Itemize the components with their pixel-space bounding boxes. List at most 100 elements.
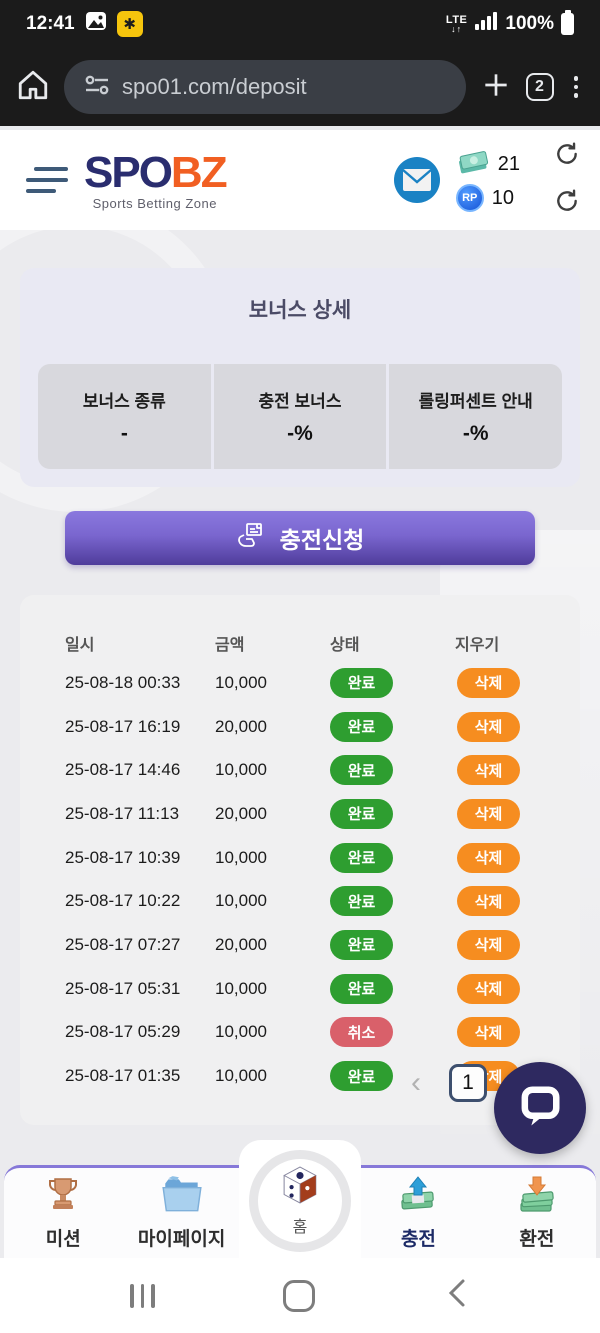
col-status: 상태 [330,637,360,654]
status-badge: 완료 [330,929,393,960]
withdraw-money-icon [515,1175,559,1220]
toolbar-divider [0,126,600,130]
delete-button[interactable]: 삭제 [457,929,520,960]
status-bar: 12:41 ✱ LTE ↓↑ 100% [0,0,600,48]
logo-subtitle: Sports Betting Zone [92,195,217,211]
delete-button[interactable]: 삭제 [457,1017,520,1048]
kb-app-notification-icon: ✱ [116,11,143,37]
row-date: 25-08-17 05:29 [65,1022,181,1042]
tab-switcher-button[interactable]: 2 [525,73,554,101]
table-row: 25-08-17 10:39 10,000 완료 삭제 [20,836,580,880]
row-date: 25-08-17 07:27 [65,934,181,954]
rolling-percent-box: 롤링퍼센트 안내 -% [389,364,563,469]
bonus-type-box: 보너스 종류 - [38,364,211,469]
menu-hamburger-button[interactable] [20,161,74,199]
nav-item-home[interactable]: 홈 [239,1140,362,1258]
table-body: 25-08-18 00:33 10,000 완료 삭제 25-08-17 16:… [20,661,580,1098]
pagination-prev-button[interactable]: ‹ [411,1066,421,1099]
table-row: 25-08-17 05:31 10,000 완료 삭제 [20,967,580,1011]
row-amount: 10,000 [215,760,267,780]
row-amount: 10,000 [215,891,267,911]
delete-button[interactable]: 삭제 [457,755,520,786]
col-date: 일시 [65,637,95,654]
table-row: 25-08-18 00:33 10,000 완료 삭제 [20,661,580,705]
delete-button[interactable]: 삭제 [457,886,520,917]
row-date: 25-08-17 10:22 [65,891,181,911]
row-date: 25-08-17 14:46 [65,760,181,780]
android-home-button[interactable] [283,1279,316,1312]
url-bar[interactable]: spo01.com/deposit [64,60,466,114]
status-badge: 완료 [330,667,393,698]
row-date: 25-08-17 01:35 [65,1066,181,1086]
status-badge: 완료 [330,711,393,742]
browser-menu-button[interactable] [568,72,585,102]
delete-button[interactable]: 삭제 [457,667,520,698]
wallet-balances: 21 RP 10 [455,148,520,212]
network-type-indicator: LTE ↓↑ [445,13,468,34]
deposit-money-icon [396,1175,440,1220]
col-amount: 금액 [215,637,245,654]
pagination-page-1[interactable]: 1 [449,1064,487,1102]
live-chat-button[interactable] [494,1062,586,1154]
status-badge: 완료 [330,886,393,917]
table-header-row: 일시 금액 상태 지우기 [20,625,580,661]
status-badge: 완료 [330,973,393,1004]
android-recents-button[interactable] [130,1283,155,1308]
row-amount: 20,000 [215,934,267,954]
status-badge: 완료 [330,755,393,786]
deposit-history-table: 일시 금액 상태 지우기 25-08-18 00:33 10,000 완료 삭제… [20,595,580,1125]
bonus-detail-card: 보너스 상세 보너스 종류 - 충전 보너스 -% 롤링퍼센트 안내 -% [20,268,580,487]
nav-item-withdraw[interactable]: 환전 [478,1168,596,1258]
delete-button[interactable]: 삭제 [457,842,520,873]
row-date: 25-08-17 05:31 [65,978,181,998]
row-amount: 10,000 [215,1022,267,1042]
screenshot-notification-icon [84,9,108,39]
row-amount: 10,000 [215,847,267,867]
row-date: 25-08-17 11:13 [65,803,180,823]
nav-item-mission[interactable]: 미션 [4,1168,122,1258]
status-badge: 완료 [330,842,393,873]
android-navigation-bar [0,1258,600,1333]
delete-button[interactable]: 삭제 [457,798,520,829]
table-row: 25-08-17 07:27 20,000 완료 삭제 [20,923,580,967]
table-row: 25-08-17 14:46 10,000 완료 삭제 [20,748,580,792]
browser-toolbar: spo01.com/deposit 2 [0,48,600,126]
site-header: SPOBZ Sports Betting Zone 21 RP 10 [0,130,600,230]
refresh-cash-icon[interactable] [554,141,580,172]
deposit-request-button[interactable]: 충전신청 [65,511,535,565]
table-row: 25-08-17 10:22 10,000 완료 삭제 [20,879,580,923]
battery-percentage: 100% [505,13,554,34]
signal-strength-icon [474,11,498,37]
row-amount: 20,000 [215,716,267,736]
new-tab-button[interactable] [480,69,512,106]
chat-bubble-icon [514,1080,566,1137]
nav-item-mypage[interactable]: 마이페이지 [122,1168,240,1258]
android-back-button[interactable] [444,1278,470,1313]
status-badge: 완료 [330,798,393,829]
folder-icon [159,1175,205,1220]
clock: 12:41 [26,13,75,34]
delete-button[interactable]: 삭제 [457,973,520,1004]
cash-icon [456,148,490,180]
row-date: 25-08-17 16:19 [65,716,181,736]
home-bump[interactable]: 홈 [239,1140,362,1258]
row-amount: 20,000 [215,803,267,823]
nav-item-deposit[interactable]: 충전 [359,1168,477,1258]
row-amount: 10,000 [215,1066,267,1086]
page-body: 보너스 상세 보너스 종류 - 충전 보너스 -% 롤링퍼센트 안내 -% [0,230,600,1258]
row-amount: 10,000 [215,978,267,998]
browser-home-button[interactable] [16,68,50,107]
bottom-navigation: 미션 마이페이지 홈 [4,1140,596,1258]
status-badge: 취소 [330,1017,393,1048]
refresh-point-icon[interactable] [554,188,580,219]
table-row: 25-08-17 05:29 10,000 취소 삭제 [20,1011,580,1055]
site-logo[interactable]: SPOBZ Sports Betting Zone [84,147,228,211]
trophy-icon [42,1175,84,1220]
delete-button[interactable]: 삭제 [457,711,520,742]
messages-icon[interactable] [393,157,440,203]
url-text: spo01.com/deposit [122,74,307,99]
site-settings-icon[interactable] [84,74,110,101]
nav-home-label: 홈 [292,1218,308,1236]
row-date: 25-08-17 10:39 [65,847,181,867]
